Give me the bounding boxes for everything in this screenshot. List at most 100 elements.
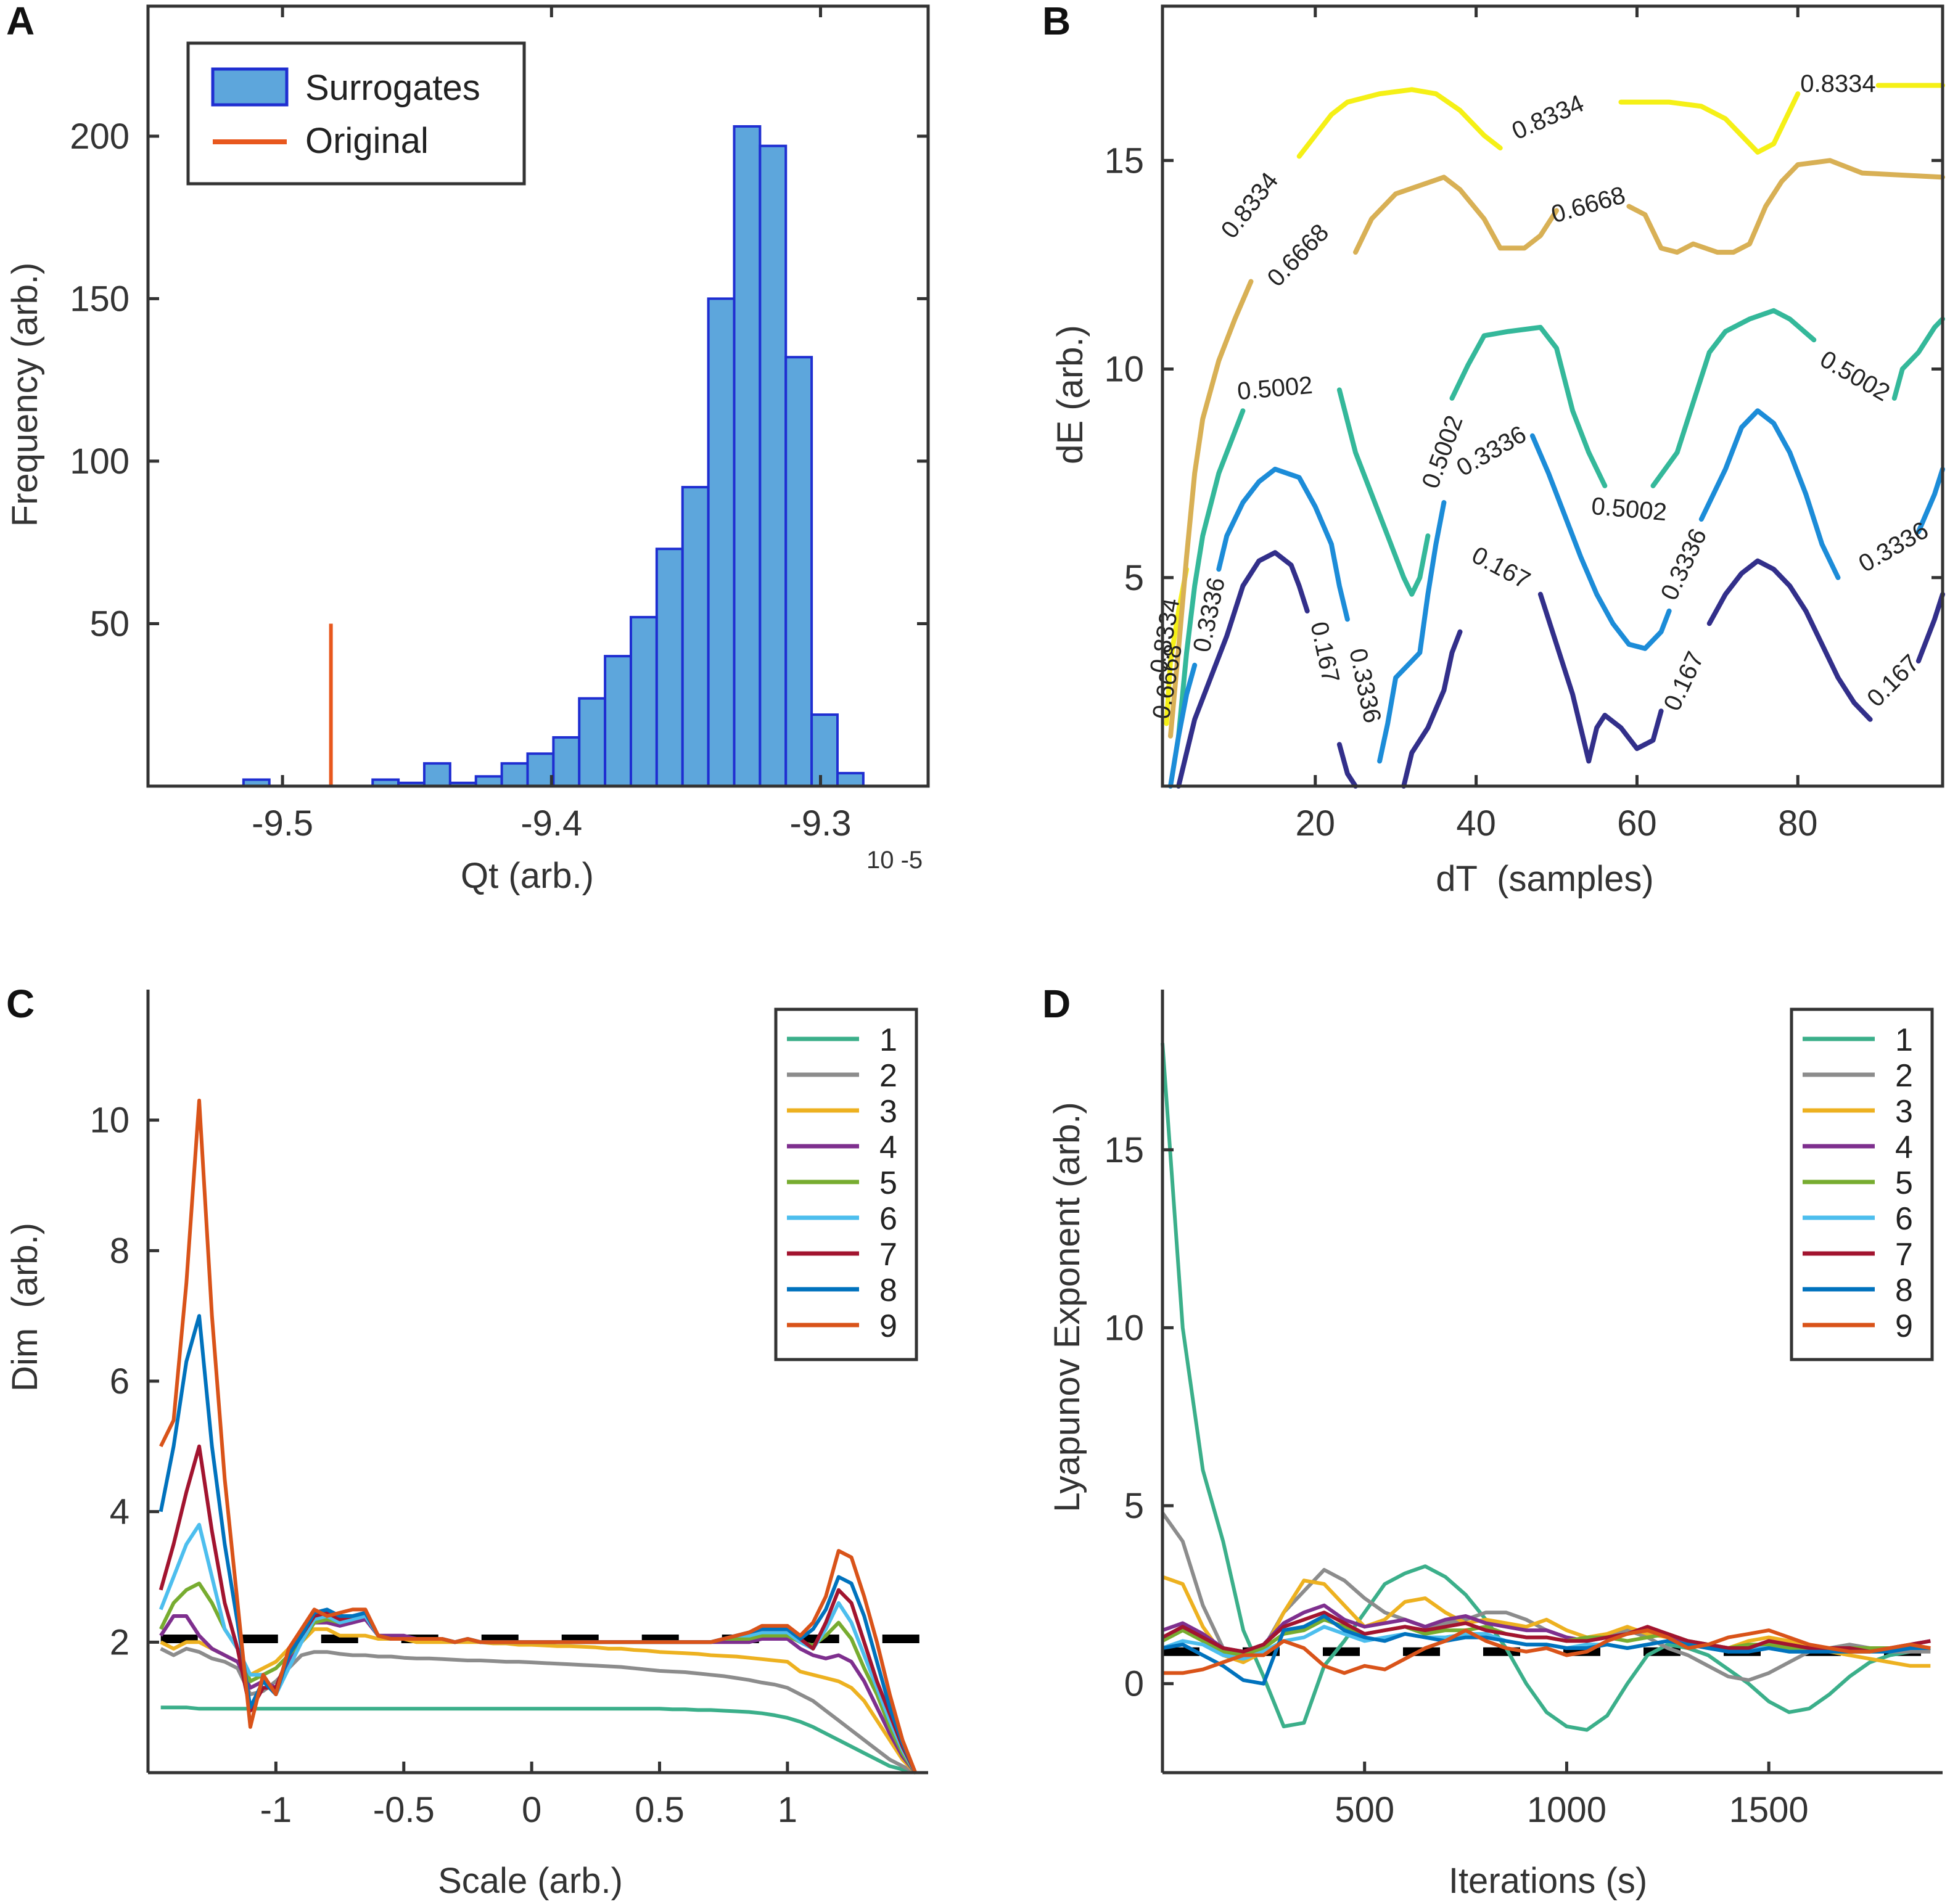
panel-a-xtick-label: -9.3 xyxy=(790,803,852,843)
contour-label: 0.8334 xyxy=(1800,70,1875,97)
panel-a-ytick-label: 150 xyxy=(70,279,130,319)
contour-line-0.167 xyxy=(1915,591,1945,664)
panel-b-xtick-label: 60 xyxy=(1617,803,1657,843)
panel-d-ytick-label: 15 xyxy=(1104,1130,1144,1170)
contour-line-0.8334 xyxy=(1618,91,1801,155)
histogram-bar xyxy=(552,736,581,787)
contour-line-0.5002 xyxy=(1449,324,1608,488)
contour-line-0.3336 xyxy=(1698,408,1841,580)
panel-c-ytick-label: 10 xyxy=(89,1101,130,1141)
panel-d-ytick-label: 5 xyxy=(1124,1486,1144,1526)
legend-label-2: 2 xyxy=(1895,1058,1913,1094)
panel-b-ytick-label: 5 xyxy=(1124,558,1144,598)
panel-c-yticks: 2 4 6 8 10 xyxy=(89,1101,159,1662)
panel-a-ytick-label: 50 xyxy=(89,604,130,644)
panel-a-xlabel: Qt (arb.) xyxy=(461,856,594,896)
legend-label-9: 9 xyxy=(879,1308,897,1344)
series-line-1 xyxy=(160,1705,916,1775)
histogram-bar xyxy=(733,125,762,787)
panel-c-ytick-label: 4 xyxy=(110,1492,130,1532)
panel-b-contours xyxy=(1164,83,1945,789)
panel-d-ytick-label: 10 xyxy=(1104,1308,1144,1348)
panel-b-yticks: 5 10 15 xyxy=(1104,141,1943,598)
histogram-bar xyxy=(810,713,839,787)
series-line-1 xyxy=(1161,1043,1931,1732)
panel-c-xtick-label: -1 xyxy=(260,1790,292,1830)
panel-d-axes xyxy=(1161,990,1943,1775)
histogram-bar xyxy=(836,771,865,787)
contour-line-0.6668 xyxy=(1168,279,1254,739)
panel-c-ytick-label: 2 xyxy=(110,1622,130,1662)
contour-line-0.167 xyxy=(1537,591,1664,764)
legend-label-1: 1 xyxy=(1895,1022,1913,1058)
panel-c-xtick-label: 1 xyxy=(778,1790,797,1830)
panel-a-x-exponent: 10 -5 xyxy=(866,847,923,874)
legend-label-original: Original xyxy=(305,121,429,161)
legend-label-6: 6 xyxy=(879,1201,897,1237)
series-line-8 xyxy=(1162,1614,1931,1686)
panel-b-xtick-label: 80 xyxy=(1778,803,1818,843)
panel-d-xtick-label: 500 xyxy=(1335,1790,1394,1830)
panel-a-letter: A xyxy=(6,0,35,43)
histogram-bar xyxy=(422,762,451,787)
panel-c-xtick-label: -0.5 xyxy=(373,1790,435,1830)
panel-c-lines xyxy=(158,1098,918,1775)
histogram-bar xyxy=(681,486,710,787)
contour-line-0.6668 xyxy=(1353,174,1559,255)
panel-a-xticks: -9.5 -9.4 -9.3 xyxy=(252,6,851,843)
panel-b-xticks: 20 40 60 80 xyxy=(1296,6,1818,843)
legend-label-8: 8 xyxy=(879,1273,897,1308)
series-line-9 xyxy=(159,1098,918,1774)
legend-label-7: 7 xyxy=(879,1237,897,1273)
panel-a-axes-box xyxy=(146,4,930,788)
contour-line-0.3336 xyxy=(1168,662,1198,789)
histogram-bar xyxy=(578,697,607,787)
histogram-bar xyxy=(655,548,684,788)
contour-line-0.167 xyxy=(1401,629,1463,789)
histogram-bar xyxy=(629,615,658,788)
legend-label-4: 4 xyxy=(879,1130,897,1165)
panel-d-xtick-label: 1500 xyxy=(1729,1790,1809,1830)
panel-a-legend-box xyxy=(186,41,526,186)
histogram-bar xyxy=(784,356,813,787)
panel-d-letter: D xyxy=(1042,982,1071,1026)
panel-b-xlabel: dT (samples) xyxy=(1436,859,1653,899)
legend-label-surrogates: Surrogates xyxy=(305,68,480,108)
panel-c-xticks: -1 -0.5 0 0.5 1 xyxy=(260,1762,797,1830)
panel-c-ylabel: Dim (arb.) xyxy=(5,1223,45,1392)
contour-line-0.167 xyxy=(1336,742,1358,789)
legend-label-5: 5 xyxy=(879,1165,897,1201)
series-line-7 xyxy=(1161,1611,1931,1654)
histogram-bar xyxy=(526,752,555,787)
panel-d-lines xyxy=(1161,1043,1931,1732)
contour-label: 0.5002 xyxy=(1236,372,1314,405)
contour-line-0.5002 xyxy=(1176,408,1246,739)
contour-line-0.3336 xyxy=(1529,433,1672,651)
contour-line-0.3336 xyxy=(1216,466,1350,622)
panel-b-ytick-label: 15 xyxy=(1104,141,1144,181)
legend-label-4: 4 xyxy=(1895,1130,1913,1165)
legend-label-2: 2 xyxy=(879,1058,897,1094)
legend-label-6: 6 xyxy=(1895,1201,1913,1237)
contour-line-0.167 xyxy=(1176,550,1310,789)
panel-d-yticks: 0 5 10 15 xyxy=(1104,1130,1174,1704)
panel-b-axes-box xyxy=(1161,4,1944,788)
panel-c-ytick-label: 8 xyxy=(110,1231,130,1271)
panel-d-xlabel: Iterations (s) xyxy=(1449,1861,1647,1901)
legend-swatch-surrogates xyxy=(211,67,289,107)
contour-line-0.5002 xyxy=(1891,316,1945,401)
panel-d-legend-box xyxy=(1790,1007,1934,1361)
panel-a-legend: Surrogates Original xyxy=(186,41,526,186)
legend-label-8: 8 xyxy=(1895,1273,1913,1308)
contour-line-0.8334 xyxy=(1296,87,1503,159)
legend-label-3: 3 xyxy=(879,1094,897,1130)
panel-c-xtick-label: 0 xyxy=(522,1790,541,1830)
panel-c-ytick-label: 6 xyxy=(110,1361,130,1401)
panel-c-legend-box xyxy=(774,1007,918,1361)
panel-b-ylabel: dE (arb.) xyxy=(1050,325,1090,464)
